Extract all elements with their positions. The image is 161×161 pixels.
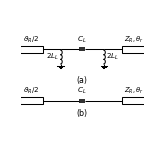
Text: $C_L$: $C_L$	[77, 34, 87, 45]
Text: $Z_R, \theta_r$: $Z_R, \theta_r$	[124, 34, 144, 45]
Text: (b): (b)	[77, 109, 88, 118]
Text: $C_L$: $C_L$	[77, 86, 87, 96]
Bar	[20, 46, 43, 53]
Bar	[20, 97, 43, 104]
Text: $2L_L$: $2L_L$	[46, 52, 59, 62]
Text: $\vartheta_R/2$: $\vartheta_R/2$	[23, 86, 39, 96]
Text: $2L_L$: $2L_L$	[106, 52, 119, 62]
Text: $Z_R, \theta_r$: $Z_R, \theta_r$	[124, 86, 144, 96]
Text: (a): (a)	[77, 76, 88, 85]
Bar	[122, 97, 145, 104]
Text: $\vartheta_R/2$: $\vartheta_R/2$	[23, 34, 39, 45]
Bar	[122, 46, 145, 53]
